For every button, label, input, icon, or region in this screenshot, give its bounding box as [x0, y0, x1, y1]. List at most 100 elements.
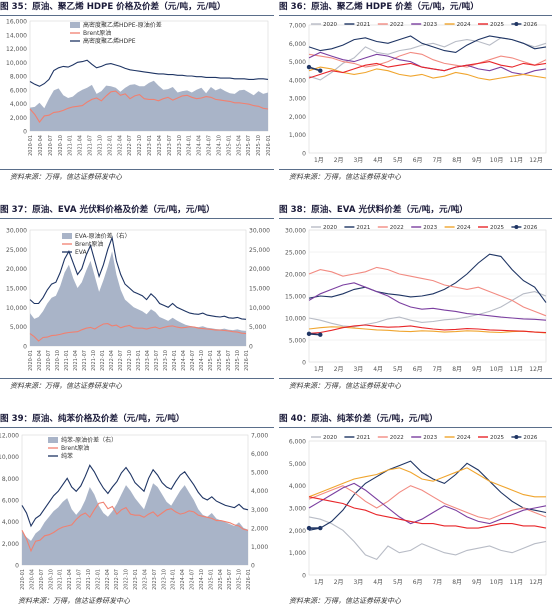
chart-36: 0 1,000 2,000 3,000 4,000 5,000 6,000 7,000 1月 2月… [289, 22, 547, 164]
footer-rule [279, 169, 552, 170]
series-2025-line [308, 61, 547, 79]
y-tick-label: 6,000 [10, 87, 27, 94]
x-tick-label: 12月 [529, 157, 543, 164]
x-tick-label: 2025-07 [246, 135, 252, 156]
x-tick-label: 9月 [472, 366, 482, 373]
legend-label: Brent原油 [75, 240, 103, 248]
y-tick-label: 4,000 [10, 101, 27, 108]
x-tick-label: 2025-10 [256, 135, 262, 156]
x-tick-label: 1月 [314, 366, 324, 373]
x-tick-label: 11月 [510, 157, 524, 164]
series-hdpe-line [29, 59, 269, 87]
x-tick-label: 2024-10 [216, 135, 222, 156]
y2-tick-label: 3,000 [251, 507, 268, 514]
x-tick-label: 6月 [413, 579, 423, 586]
x-tick-label: 2021-07 [88, 135, 94, 156]
legend-label: EVA-原油价差（右） [75, 232, 131, 240]
figure-35: 图 35：原油、聚乙烯 HDPE 价格及价差（元/吨，元/吨） 0 2,000 4,… [0, 0, 274, 186]
x-tick-label: 11月 [510, 366, 524, 373]
x-tick-label: 2025-04 [236, 135, 242, 156]
x-tick-label: 2020-01 [20, 569, 26, 590]
series-2024-line [308, 66, 547, 81]
x-tick-label: 2021-10 [86, 569, 92, 590]
x-tick-label: 1月 [314, 579, 324, 586]
x-tick-label: 2021-04 [78, 135, 84, 156]
y-tick-label: 5,000 [289, 338, 306, 345]
source-note: 资料来源：万得，信达证券研发中心 [18, 597, 130, 605]
legend-label: 2021 [356, 435, 370, 441]
x-tick-label: 2021-07 [82, 350, 88, 371]
x-tick-label: 2025-10 [237, 569, 243, 590]
x-tick-label: 2023-07 [154, 350, 160, 371]
y-tick-label: 0 [302, 151, 306, 158]
title-rule [279, 427, 552, 428]
figure-36: 图 36：原油、聚乙烯 HDPE 价差（元/吨，元/吨） 0 1,000 2,000… [279, 0, 552, 186]
x-tick-label: 2025-10 [235, 350, 241, 371]
x-tick-label: 2020-07 [39, 569, 45, 590]
x-tick-label: 2022-07 [127, 135, 133, 156]
x-tick-label: 2021-04 [67, 569, 73, 590]
x-tick-label: 2021-01 [68, 135, 74, 156]
x-tick-label: 2020-01 [28, 135, 34, 156]
x-tick-label: 7月 [432, 366, 442, 373]
series--line [21, 464, 249, 528]
x-tick-label: 2024-07 [190, 569, 196, 590]
series-2022-line [308, 266, 547, 317]
title-rule [279, 218, 552, 219]
x-tick-label: 2023-04 [157, 135, 163, 156]
x-tick-label: 10月 [490, 366, 504, 373]
x-tick-label: 3月 [353, 579, 363, 586]
x-tick-label: 2024-07 [207, 135, 213, 156]
x-tick-label: 2024-01 [172, 350, 178, 371]
x-tick-label: 2024-04 [197, 135, 203, 156]
title-rule [279, 15, 552, 16]
legend-label: 2024 [457, 22, 471, 28]
series-2025-line [308, 496, 547, 529]
title-rule [0, 427, 274, 428]
x-tick-label: 2020-10 [55, 350, 61, 371]
legend-label: 2022 [390, 225, 404, 231]
footer-rule [0, 378, 274, 379]
x-tick-label: 2022-04 [117, 135, 123, 156]
legend-label: 2025 [490, 22, 504, 28]
chart-38: 0 5,000 10,000 15,000 20,000 25,000 30,000 1月 2月… [285, 225, 547, 373]
series-marker [318, 525, 323, 531]
x-tick-label: 4月 [373, 366, 383, 373]
figure-title: 图 35：原油、聚乙烯 HDPE 价格及价差（元/吨，元/吨） [0, 2, 226, 12]
y2-tick-label: 4,000 [251, 488, 268, 495]
y2-tick-label: 7,000 [251, 433, 268, 440]
y-tick-label: 6,000 [2, 498, 19, 505]
y2-tick-label: 20,000 [249, 266, 270, 273]
series-marker [306, 64, 312, 70]
x-tick-label: 2021-07 [77, 569, 83, 590]
x-tick-label: 2022-01 [95, 569, 101, 590]
figure-title: 图 38：原油、EVA 光伏料价差（元/吨，元/吨） [279, 205, 468, 215]
y-tick-label: 2,000 [289, 528, 306, 535]
x-tick-label: 2023-04 [145, 350, 151, 371]
x-tick-label: 2024-04 [180, 569, 186, 590]
chart-37: 0 5,000 10,000 15,000 20,000 25,000 30,000 0 5,0… [6, 228, 270, 371]
footer-rule [0, 169, 274, 170]
figure-title: 图 39：原油、纯苯价格及价差（元/吨，元/吨） [0, 414, 185, 424]
y2-tick-label: 5,000 [249, 324, 266, 331]
x-tick-label: 2025-01 [226, 135, 232, 156]
x-tick-label: 2022-10 [124, 569, 130, 590]
y-tick-label: 0 [302, 573, 306, 580]
y-tick-label: 7,000 [289, 23, 306, 30]
x-tick-label: 12月 [529, 366, 543, 373]
x-tick-label: 3月 [353, 366, 363, 373]
y-tick-label: 8,000 [10, 74, 27, 81]
y2-tick-label: 0 [251, 563, 255, 570]
x-tick-label: 2020-07 [46, 350, 52, 371]
y-tick-label: 6,000 [289, 439, 306, 446]
legend-label: 高密度聚乙烯HDPE-原油价差 [83, 21, 162, 29]
series-2023-line [308, 482, 547, 525]
legend-label: 2023 [423, 22, 437, 28]
x-tick-label: 4月 [373, 157, 383, 164]
y-tick-label: 4,000 [289, 77, 306, 84]
y-tick-label: 2,000 [10, 115, 27, 122]
x-tick-label: 2020-04 [29, 569, 35, 590]
legend-label: 2023 [423, 435, 437, 441]
x-tick-label: 2026-01 [246, 569, 252, 590]
series-brent-line [29, 323, 247, 342]
